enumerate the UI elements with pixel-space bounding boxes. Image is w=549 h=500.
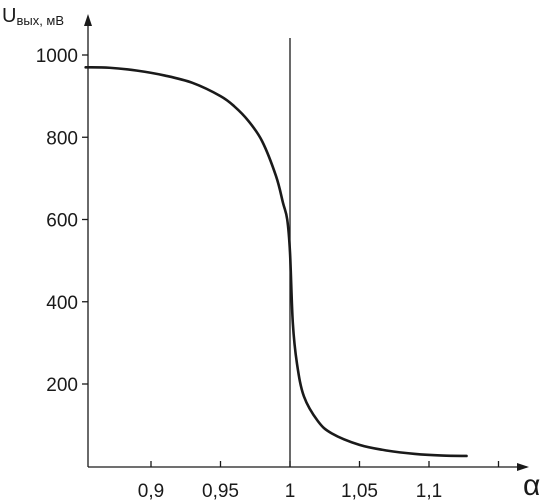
y-tick-label: 1000 — [36, 46, 78, 67]
x-tick-label: 1,1 — [416, 481, 442, 500]
y-tick-label: 800 — [46, 128, 78, 149]
axis-titles-group: Uвых, мВ α — [2, 5, 540, 500]
y-axis-arrow-icon — [84, 14, 92, 26]
curve-group — [84, 66, 468, 458]
x-tick-label: 0,9 — [138, 481, 164, 500]
x-tick-label: 0,95 — [202, 481, 239, 500]
ticks-group: 200 400 600 800 1000 0,9 0,95 1 1,05 1,1 — [36, 46, 500, 500]
x-axis-arrow-icon — [517, 463, 529, 471]
axes-group — [84, 14, 529, 471]
y-axis-title-unit: , мВ — [39, 13, 64, 28]
y-tick-label: 600 — [46, 211, 78, 232]
y-axis-title-main: U — [2, 5, 16, 27]
x-tick-label: 1,05 — [341, 481, 378, 500]
y-axis-title: Uвых, мВ — [2, 5, 64, 28]
y-axis-title-sub: вых — [16, 13, 39, 28]
y-tick-label: 200 — [46, 375, 78, 396]
series-line — [84, 66, 468, 458]
y-tick-label: 400 — [46, 293, 78, 314]
x-axis-title: α — [523, 469, 540, 500]
x-tick-label: 1 — [285, 481, 296, 500]
